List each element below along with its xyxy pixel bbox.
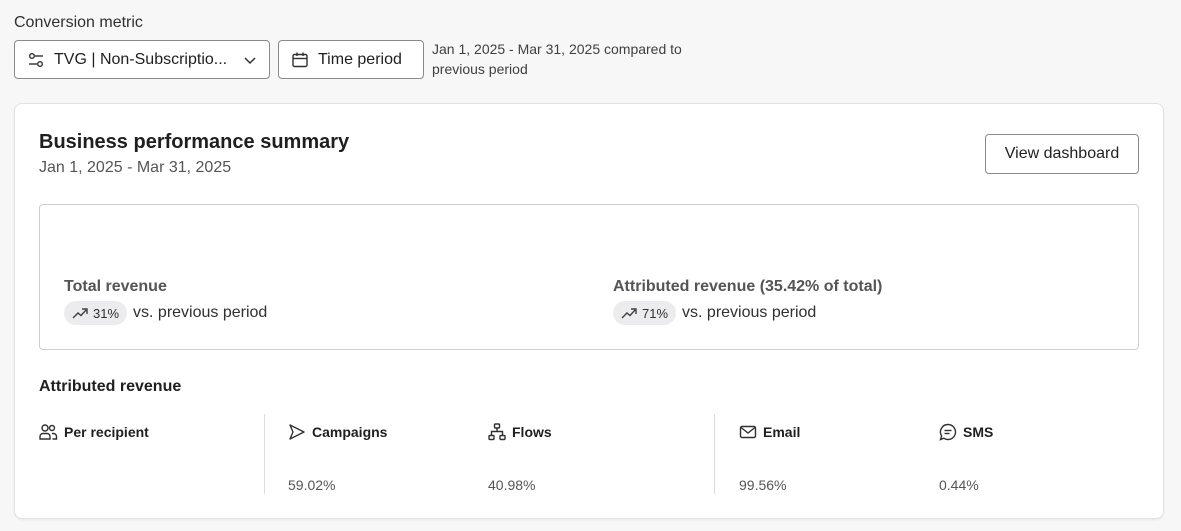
change-value: 31% (93, 305, 120, 321)
change-badge: 31% (64, 301, 128, 325)
email-value: 99.56% (739, 477, 787, 493)
column-label: Flows (512, 424, 552, 440)
conversion-metric-label: Conversion metric (14, 14, 143, 31)
campaigns-value: 59.02% (288, 477, 336, 493)
people-icon (39, 423, 58, 441)
flows-value: 40.98% (488, 477, 536, 493)
kpi-label: Attributed revenue (35.42% of total) (613, 278, 883, 295)
sms-value: 0.44% (939, 477, 979, 493)
compare-text: vs. previous period (133, 304, 268, 321)
column-divider (714, 414, 715, 494)
time-period-description: Jan 1, 2025 - Mar 31, 2025 compared to p… (432, 41, 682, 77)
chevron-down-icon (243, 53, 257, 67)
column-campaigns: Campaigns (288, 423, 387, 441)
change-value: 71% (642, 305, 669, 321)
column-label: Campaigns (312, 424, 388, 440)
column-label: Per recipient (64, 424, 149, 440)
kpi-attributed-revenue: Attributed revenue (35.42% of total) 71%… (613, 278, 882, 325)
column-sms: SMS (939, 423, 993, 441)
trend-up-icon (621, 307, 637, 319)
conversion-metric-value: TVG | Non-Subscriptio... (54, 50, 228, 68)
card-date-range: Jan 1, 2025 - Mar 31, 2025 (39, 159, 232, 176)
card-title: Business performance summary (39, 131, 350, 153)
attributed-revenue-title: Attributed revenue (39, 378, 182, 395)
column-flows: Flows (488, 423, 552, 441)
column-per-recipient: Per recipient (39, 423, 149, 441)
send-icon (288, 423, 306, 441)
column-email: Email (739, 423, 800, 441)
mail-icon (739, 423, 757, 441)
trend-up-icon (72, 307, 88, 319)
flow-icon (488, 423, 506, 441)
column-label: Email (763, 424, 801, 440)
compare-text: vs. previous period (682, 304, 817, 321)
change-badge: 71% (613, 301, 677, 325)
kpi-label: Total revenue (64, 278, 167, 295)
metric-filter-icon (27, 51, 45, 69)
conversion-metric-select[interactable]: TVG | Non-Subscriptio... (14, 40, 270, 79)
kpi-total-revenue: Total revenue 31% vs. previous period (64, 278, 267, 325)
sms-icon (939, 423, 957, 441)
calendar-icon (291, 51, 309, 69)
column-label: SMS (963, 424, 994, 440)
time-period-button[interactable]: Time period (278, 40, 424, 79)
column-divider (264, 414, 265, 494)
business-performance-card: Business performance summary Jan 1, 2025… (14, 103, 1164, 519)
view-dashboard-button[interactable]: View dashboard (985, 134, 1139, 174)
time-period-label: Time period (318, 50, 402, 68)
kpi-summary-box: Total revenue 31% vs. previous period At… (39, 204, 1139, 350)
